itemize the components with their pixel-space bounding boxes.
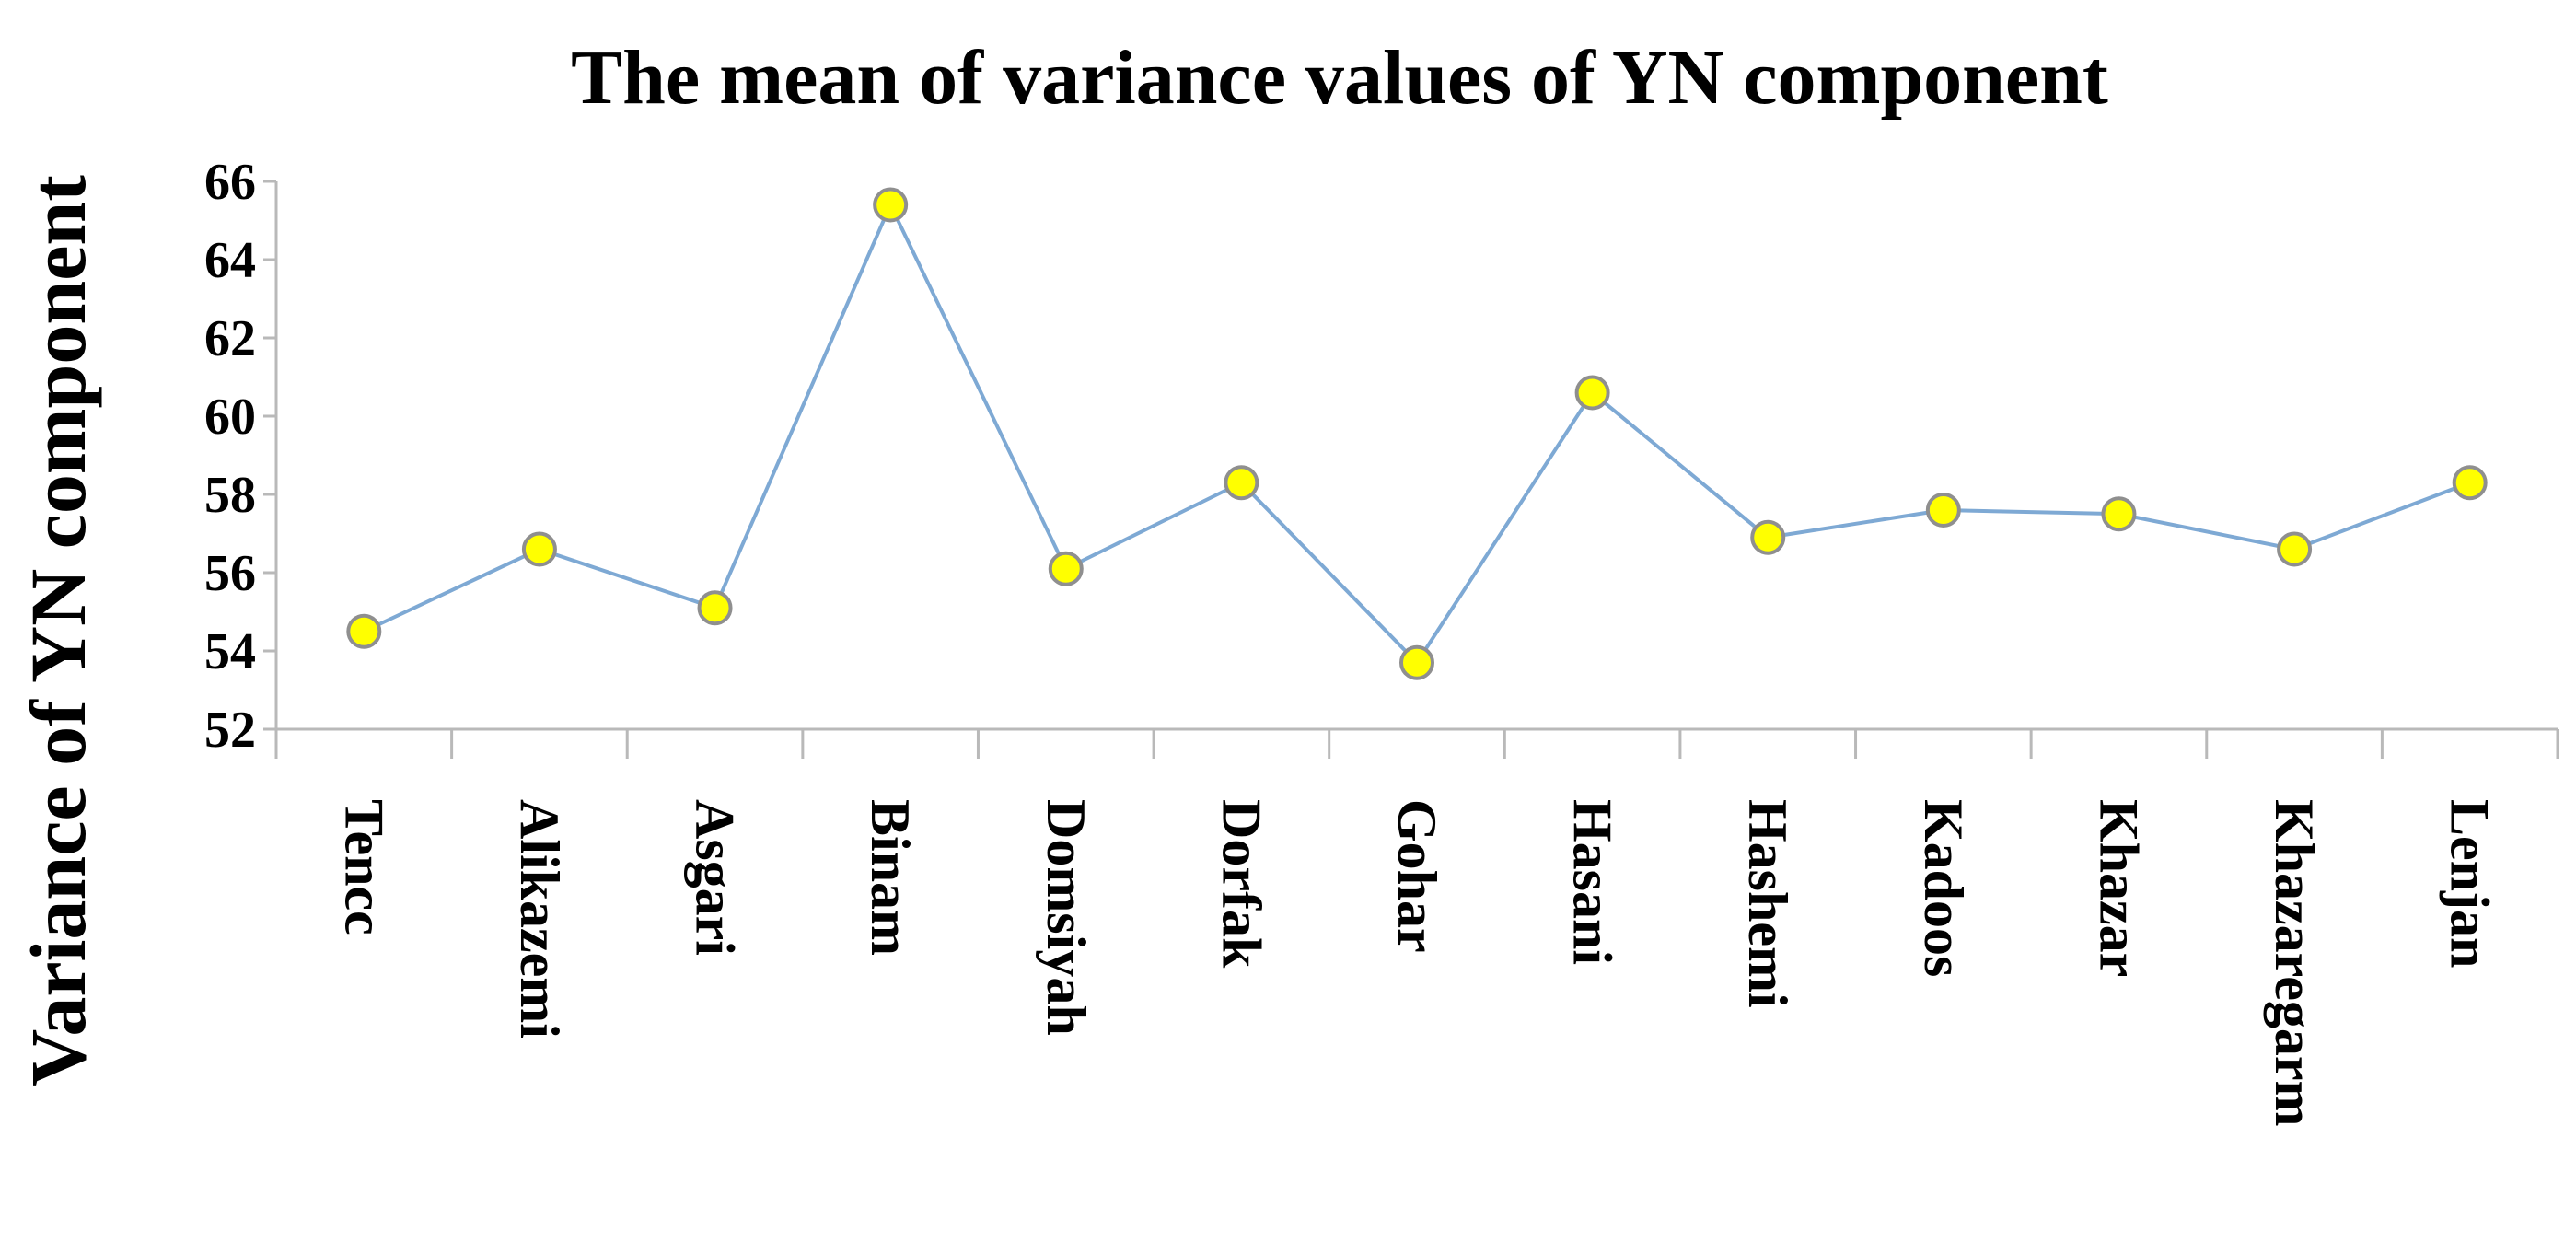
x-tick-label: Kadoos	[1913, 799, 1974, 977]
data-point	[521, 531, 557, 567]
y-tick-label: 64	[204, 232, 256, 289]
x-tick-label: Binam	[860, 799, 921, 956]
y-tick-label: 62	[204, 310, 256, 367]
data-point	[1224, 465, 1259, 501]
data-point	[1048, 551, 1084, 586]
data-point	[2277, 531, 2313, 567]
data-point	[346, 613, 382, 649]
y-tick-label: 52	[204, 702, 256, 759]
data-point	[2101, 496, 2137, 532]
y-axis: 52 54 56 58 60 62 64 66	[204, 154, 278, 759]
data-point	[1925, 493, 1961, 528]
data-point	[1750, 519, 1786, 555]
x-tick-label: Gohar	[1387, 799, 1447, 953]
x-tick-label: Asgari	[685, 799, 746, 956]
y-axis-title: Variance of YN component	[14, 175, 102, 1086]
data-point	[873, 187, 909, 223]
series-line	[363, 200, 2471, 666]
x-axis: Tencc Alikazemi Asgari Binam Domsiyah Dorfak G…	[274, 727, 2559, 1126]
x-tick-label: Khazaregarm	[2264, 799, 2325, 1126]
y-tick-label: 56	[204, 545, 256, 602]
x-tick-label: Khazar	[2088, 799, 2149, 977]
y-tick-label: 66	[204, 154, 256, 211]
chart-title: The mean of variance values of YN compon…	[571, 35, 2108, 121]
x-tick-label: Lenjan	[2440, 799, 2501, 968]
x-tick-label: Dorfak	[1211, 799, 1271, 969]
data-point	[2452, 465, 2488, 501]
data-point	[1574, 375, 1610, 411]
y-tick-label: 60	[204, 389, 256, 446]
y-tick-label: 58	[204, 467, 256, 524]
x-tick-label: Alikazemi	[509, 799, 570, 1039]
x-tick-label: Domsiyah	[1036, 799, 1097, 1036]
y-tick-label: 54	[204, 623, 256, 680]
data-point	[1399, 644, 1434, 680]
data-point	[697, 590, 733, 626]
x-tick-label: Tencc	[333, 799, 394, 935]
x-tick-label: Hasani	[1562, 799, 1623, 965]
series-group	[346, 187, 2488, 680]
x-tick-label: Hashemi	[1737, 799, 1798, 1008]
